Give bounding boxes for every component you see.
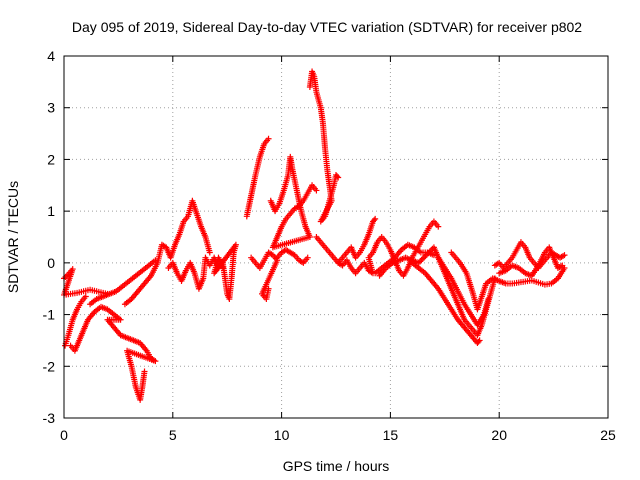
data-point [475,338,482,345]
y-tick-label: 4 [47,48,55,64]
data-point [265,135,272,142]
y-tick-label: 2 [47,151,55,167]
data-point [559,262,566,269]
plot-frame [63,55,609,419]
x-tick-label: 25 [600,427,616,443]
y-axis-label: SDTVAR / TECUs [5,181,21,293]
axis-ticks [63,55,609,419]
y-tick-label: -1 [43,307,56,323]
y-tick-label: -3 [43,410,56,426]
data-point [206,249,213,256]
x-tick-label: 0 [60,427,68,443]
data-point [421,254,428,261]
x-tick-label: 20 [491,427,507,443]
x-tick-label: 5 [169,427,177,443]
data-point [265,285,272,292]
chart-title: Day 095 of 2019, Sidereal Day-to-day VTE… [72,19,582,35]
y-tick-label: 3 [47,100,55,116]
data-point [334,173,341,180]
data-point [313,187,320,194]
y-tick-label: 0 [47,255,55,271]
data-point [419,255,426,262]
x-tick-labels: 0 5 10 15 20 25 [60,427,616,443]
data-point [435,223,442,230]
x-tick-label: 15 [383,427,399,443]
grid [64,56,608,418]
data-point [304,254,311,261]
data-point [335,174,342,181]
data-point [476,337,483,344]
y-tick-labels: -3 -2 -1 0 1 2 3 4 [43,48,56,426]
data-point [372,215,379,222]
data-point [219,265,226,272]
data-point [417,258,424,265]
data-point [561,252,568,259]
data-point [82,293,89,300]
data-point [485,296,492,303]
data-points [61,68,568,403]
y-tick-label: 1 [47,203,55,219]
data-point [141,368,148,375]
x-tick-label: 10 [274,427,290,443]
data-point [371,217,378,224]
y-tick-label: -2 [43,358,56,374]
x-axis-label: GPS time / hours [283,458,390,474]
